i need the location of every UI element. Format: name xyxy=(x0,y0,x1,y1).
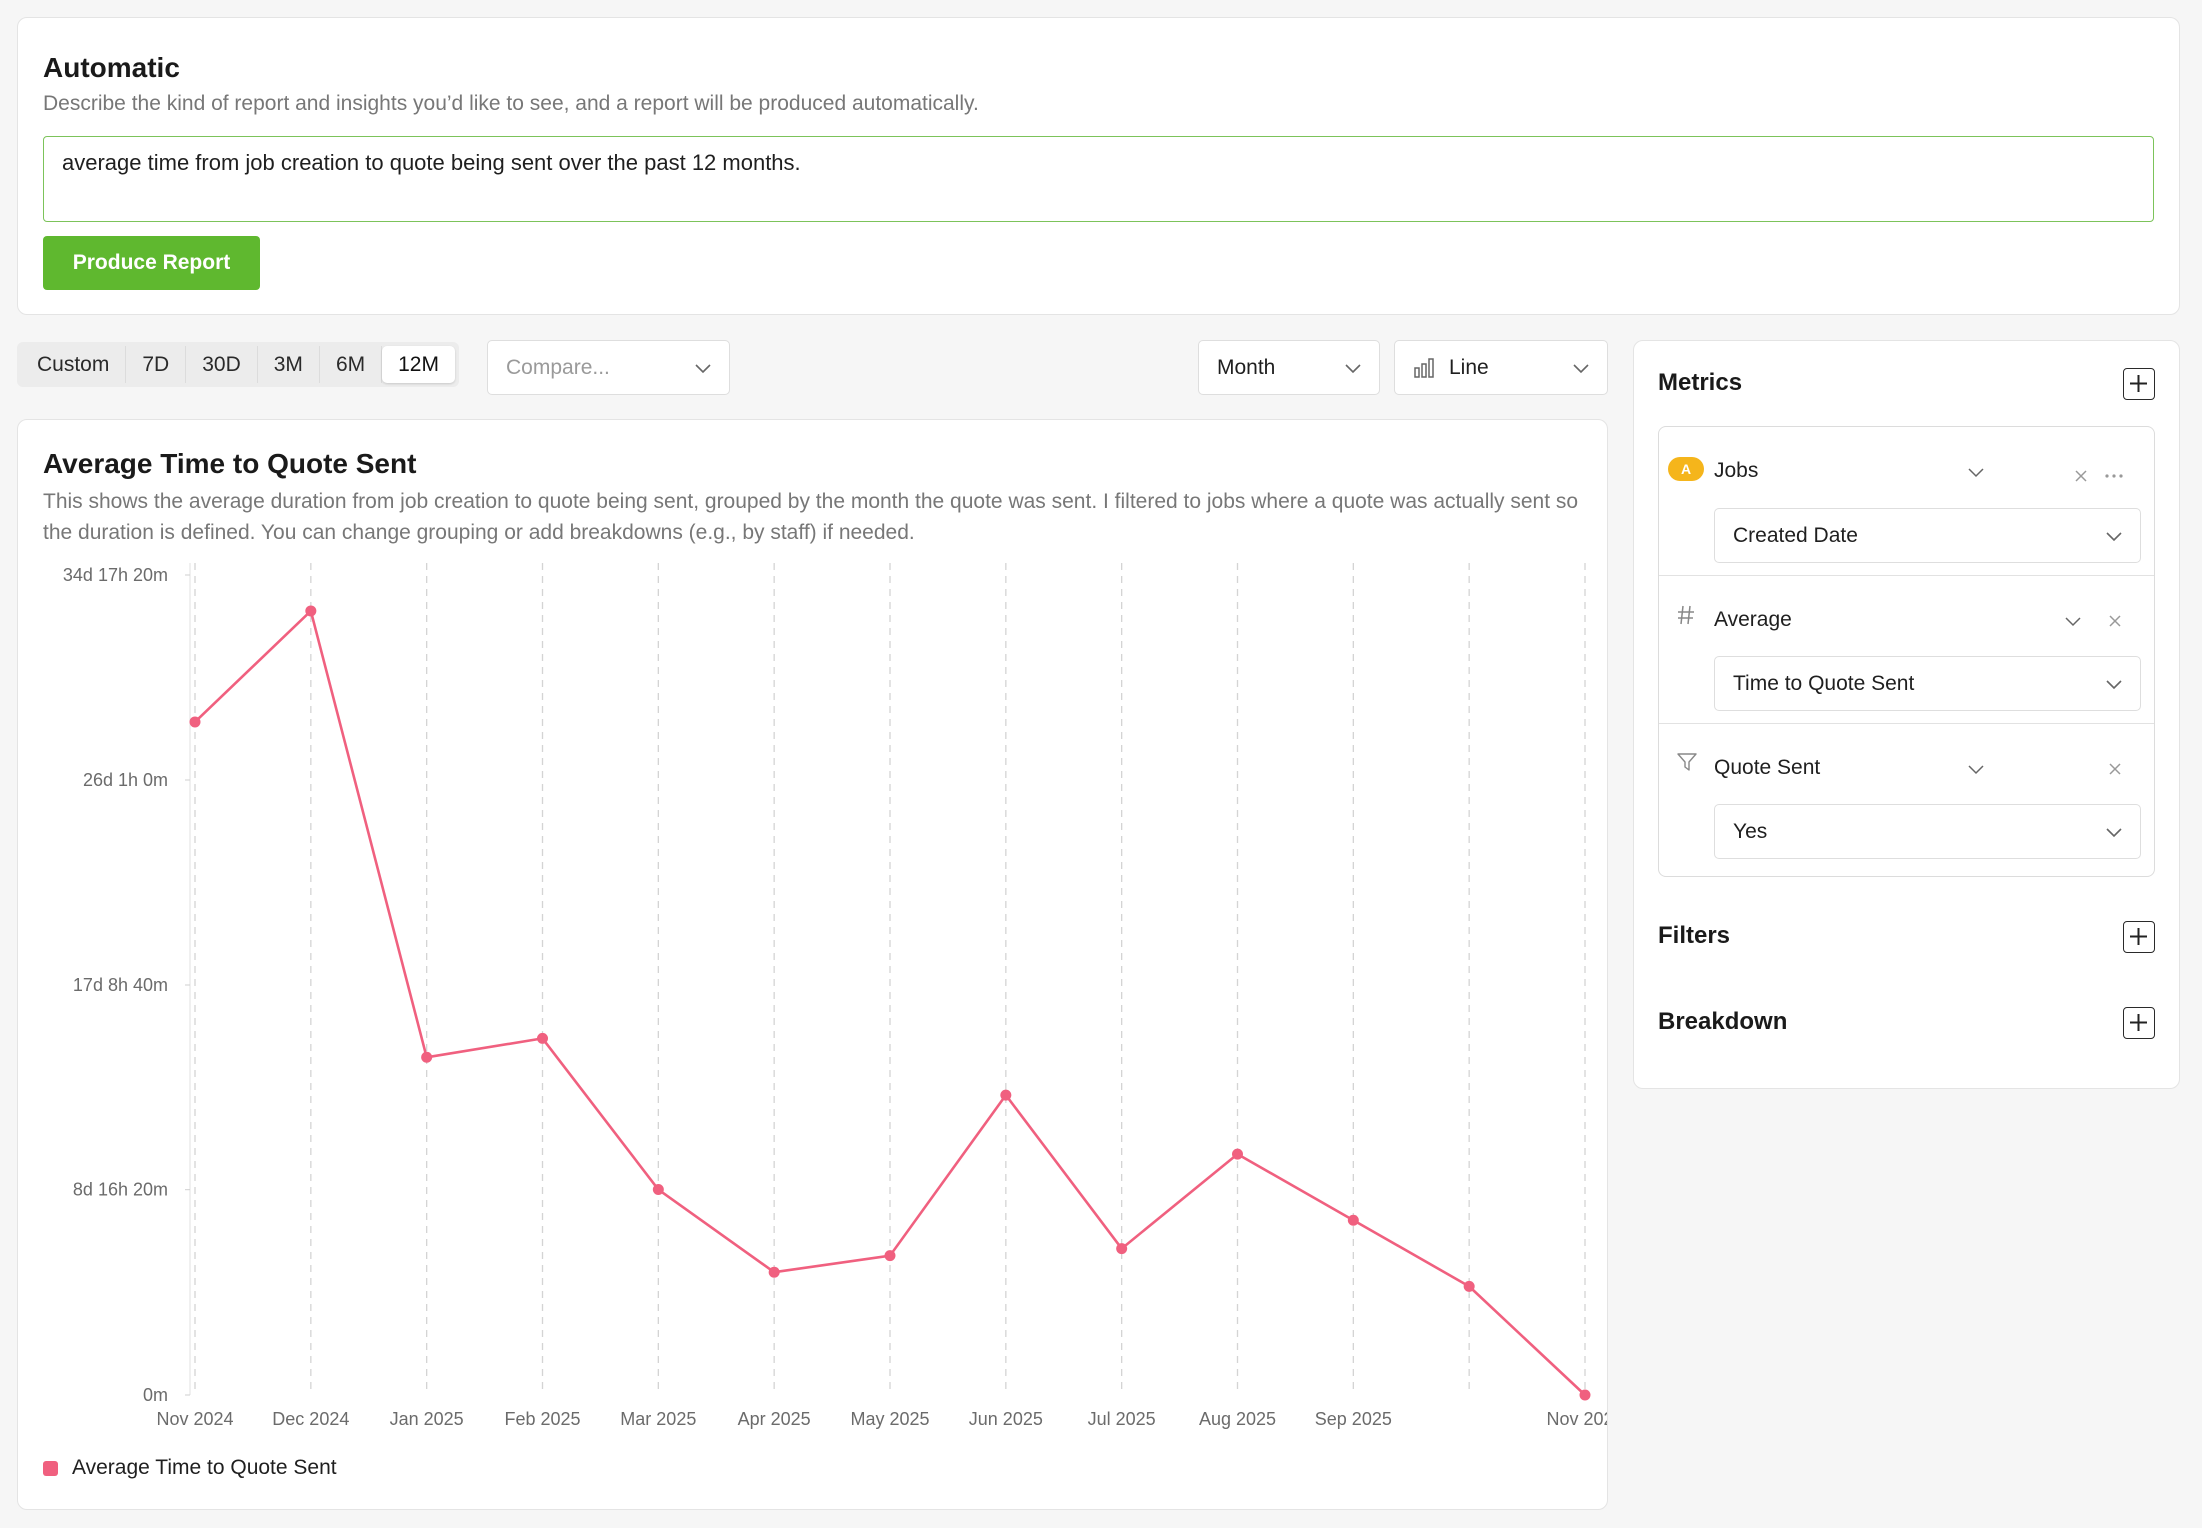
range-7d[interactable]: 7D xyxy=(126,346,187,383)
source-label[interactable]: Jobs xyxy=(1714,459,1759,482)
chart-type-value: Line xyxy=(1449,355,1489,379)
metric-row-filter: Quote Sent Yes xyxy=(1659,723,2154,870)
chevron-down-icon[interactable] xyxy=(1967,463,1985,481)
x-tick-label: Aug 2025 xyxy=(1199,1409,1276,1429)
chart-type-dropdown[interactable]: Line xyxy=(1394,340,1608,395)
metrics-panel: Metrics A Jobs Created Date Average Time… xyxy=(1633,340,2180,1089)
close-icon[interactable] xyxy=(2108,762,2122,776)
plus-icon xyxy=(2130,375,2147,392)
y-tick-label: 34d 17h 20m xyxy=(63,565,168,585)
data-point xyxy=(884,1250,896,1262)
compare-dropdown[interactable]: Compare... xyxy=(487,340,730,395)
chevron-down-icon xyxy=(695,364,711,374)
data-point xyxy=(1232,1148,1243,1160)
automatic-title: Automatic xyxy=(43,52,180,83)
x-tick-label: Nov 2024 xyxy=(156,1409,233,1429)
chevron-down-icon[interactable] xyxy=(1967,760,1985,778)
series-badge: A xyxy=(1668,457,1704,481)
line-chart: 0m 8d 16h 20m 17d 8h 40m 26d 1h 0m 34d 17h 2… xyxy=(63,563,1607,1429)
chevron-down-icon xyxy=(2106,680,2122,690)
breakdown-title: Breakdown xyxy=(1658,1008,1788,1035)
x-tick-label: Jan 2025 xyxy=(390,1409,464,1429)
legend-label: Average Time to Quote Sent xyxy=(72,1456,337,1479)
chart-description: This shows the average duration from job… xyxy=(43,490,1579,544)
x-tick-label: Sep 2025 xyxy=(1315,1409,1392,1429)
compare-placeholder: Compare... xyxy=(506,355,610,379)
x-tick-label: May 2025 xyxy=(850,1409,929,1429)
date-range-selector: Custom 7D 30D 3M 6M 12M xyxy=(17,342,459,387)
range-custom[interactable]: Custom xyxy=(21,346,127,383)
x-tick-label: Nov 2025 xyxy=(1546,1409,1607,1429)
chevron-down-icon xyxy=(2106,532,2122,542)
data-point xyxy=(421,1051,433,1063)
chevron-down-icon[interactable] xyxy=(2064,612,2082,630)
add-metric-button[interactable] xyxy=(2123,368,2155,400)
chevron-down-icon xyxy=(1573,364,1589,374)
data-point xyxy=(652,1184,664,1196)
data-point xyxy=(1116,1243,1128,1255)
automatic-description: Describe the kind of report and insights… xyxy=(43,92,979,115)
data-point xyxy=(1000,1089,1012,1101)
hash-icon xyxy=(1678,605,1694,625)
metric-row-aggregation: Average Time to Quote Sent xyxy=(1659,575,2154,722)
add-breakdown-button[interactable] xyxy=(2123,1007,2155,1039)
data-point xyxy=(1463,1280,1475,1292)
range-30d[interactable]: 30D xyxy=(186,346,258,383)
chevron-down-icon xyxy=(1345,364,1361,374)
grouping-value: Month xyxy=(1217,355,1276,379)
plus-icon xyxy=(2130,928,2147,945)
produce-report-button[interactable]: Produce Report xyxy=(43,236,260,290)
filter-icon xyxy=(1677,753,1697,771)
close-icon[interactable] xyxy=(2074,469,2088,483)
chevron-down-icon xyxy=(2106,828,2122,838)
series-line xyxy=(194,609,1586,1396)
report-prompt-input[interactable]: average time from job creation to quote … xyxy=(43,136,2154,222)
x-tick-label: Feb 2025 xyxy=(504,1409,580,1429)
x-tick-label: Dec 2024 xyxy=(272,1409,349,1429)
automatic-report-card: Automatic Describe the kind of report an… xyxy=(17,17,2180,315)
y-tick-label: 0m xyxy=(143,1385,168,1405)
range-3m[interactable]: 3M xyxy=(258,346,320,383)
legend-swatch xyxy=(43,1460,58,1476)
chart-title: Average Time to Quote Sent xyxy=(43,448,417,479)
y-tick-label: 8d 16h 20m xyxy=(73,1180,168,1200)
data-point xyxy=(305,605,317,617)
x-tick-label: Apr 2025 xyxy=(738,1409,811,1429)
range-6m[interactable]: 6M xyxy=(320,346,383,383)
data-point xyxy=(1579,1389,1591,1401)
x-tick-label: Jul 2025 xyxy=(1088,1409,1156,1429)
source-field-dropdown[interactable]: Created Date xyxy=(1714,508,2141,563)
data-point xyxy=(537,1032,548,1044)
metrics-title: Metrics xyxy=(1658,369,1743,396)
x-tick-label: Mar 2025 xyxy=(620,1409,696,1429)
chart-card: Average Time to Quote Sent This shows th… xyxy=(17,419,1608,1510)
aggregation-field-dropdown[interactable]: Time to Quote Sent xyxy=(1714,656,2141,711)
filter-label[interactable]: Quote Sent xyxy=(1714,756,1821,779)
source-field-value: Created Date xyxy=(1733,523,1858,547)
add-filter-button[interactable] xyxy=(2123,921,2155,953)
close-icon[interactable] xyxy=(2108,614,2122,628)
filter-value: Yes xyxy=(1733,819,1768,843)
y-tick-label: 26d 1h 0m xyxy=(83,770,168,790)
data-point xyxy=(768,1266,780,1278)
chart-legend[interactable]: Average Time to Quote Sent xyxy=(43,1456,337,1480)
grouping-dropdown[interactable]: Month xyxy=(1198,340,1380,395)
x-tick-label: Jun 2025 xyxy=(969,1409,1043,1429)
filters-title: Filters xyxy=(1658,922,1731,949)
range-12m[interactable]: 12M xyxy=(382,346,455,383)
y-tick-label: 17d 8h 40m xyxy=(73,975,168,995)
plus-icon xyxy=(2130,1014,2147,1031)
data-point xyxy=(1347,1214,1359,1226)
metric-definition: A Jobs Created Date Average Time to Quot… xyxy=(1658,426,2155,877)
bar-chart-icon xyxy=(1414,357,1434,378)
aggregation-field-value: Time to Quote Sent xyxy=(1733,671,1915,695)
metric-row-source: A Jobs Created Date xyxy=(1659,427,2154,574)
aggregation-label[interactable]: Average xyxy=(1714,608,1792,631)
data-point xyxy=(189,716,201,728)
filter-value-dropdown[interactable]: Yes xyxy=(1714,804,2141,859)
more-icon[interactable] xyxy=(2105,474,2123,478)
